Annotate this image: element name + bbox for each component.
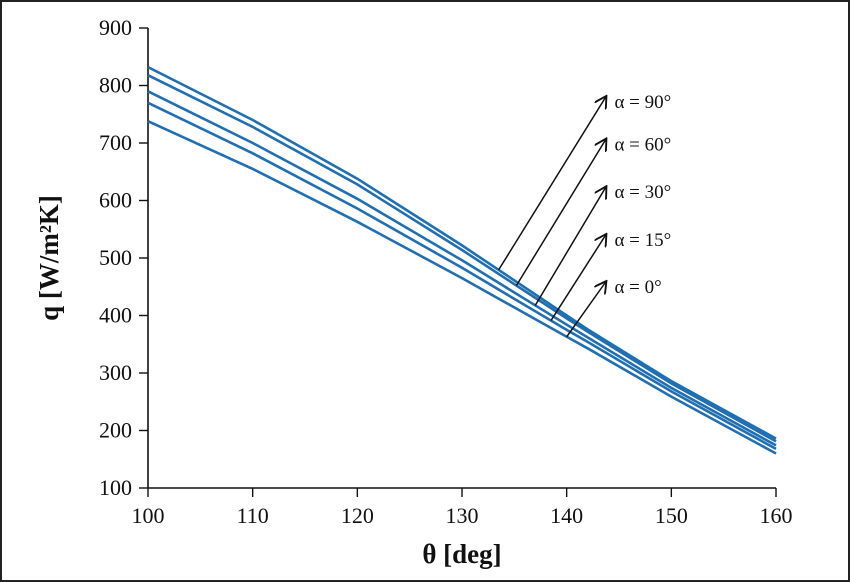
series-line-0 — [147, 65, 777, 440]
y-tick-label: 300 — [99, 360, 132, 385]
annotation-arrow — [566, 281, 607, 338]
y-tick-label: 400 — [99, 303, 132, 328]
y-tick-label: 500 — [99, 245, 132, 270]
x-tick-label: 130 — [446, 503, 479, 528]
y-tick-label: 200 — [99, 418, 132, 443]
annotation-arrow — [497, 96, 607, 271]
annotation-arrow — [515, 138, 606, 286]
series-line-2 — [147, 90, 777, 447]
y-tick-label: 900 — [99, 15, 132, 40]
y-tick-label: 100 — [99, 475, 132, 500]
x-tick-label: 120 — [341, 503, 374, 528]
x-tick-label: 110 — [237, 503, 269, 528]
series-line-4 — [147, 120, 777, 455]
series-label: α = 90° — [614, 92, 671, 113]
x-tick-label: 160 — [760, 503, 793, 528]
y-axis-title: q [W/m²K] — [34, 195, 64, 321]
x-tick-label: 140 — [550, 503, 583, 528]
series-label: α = 30° — [614, 182, 671, 203]
x-tick-label: 100 — [132, 503, 165, 528]
x-tick-label: 150 — [655, 503, 688, 528]
x-axis-title: θ [deg] — [422, 539, 501, 569]
series-label: α = 15° — [614, 230, 671, 251]
y-tick-label: 700 — [99, 130, 132, 155]
series-label: α = 0° — [614, 277, 661, 298]
annotation-arrow — [534, 186, 606, 306]
series-line-1 — [147, 74, 777, 443]
y-tick-label: 600 — [99, 188, 132, 213]
series-line-3 — [147, 101, 777, 451]
series-label: α = 60° — [614, 134, 671, 155]
y-tick-label: 800 — [99, 73, 132, 98]
annotation-arrow — [550, 234, 606, 321]
